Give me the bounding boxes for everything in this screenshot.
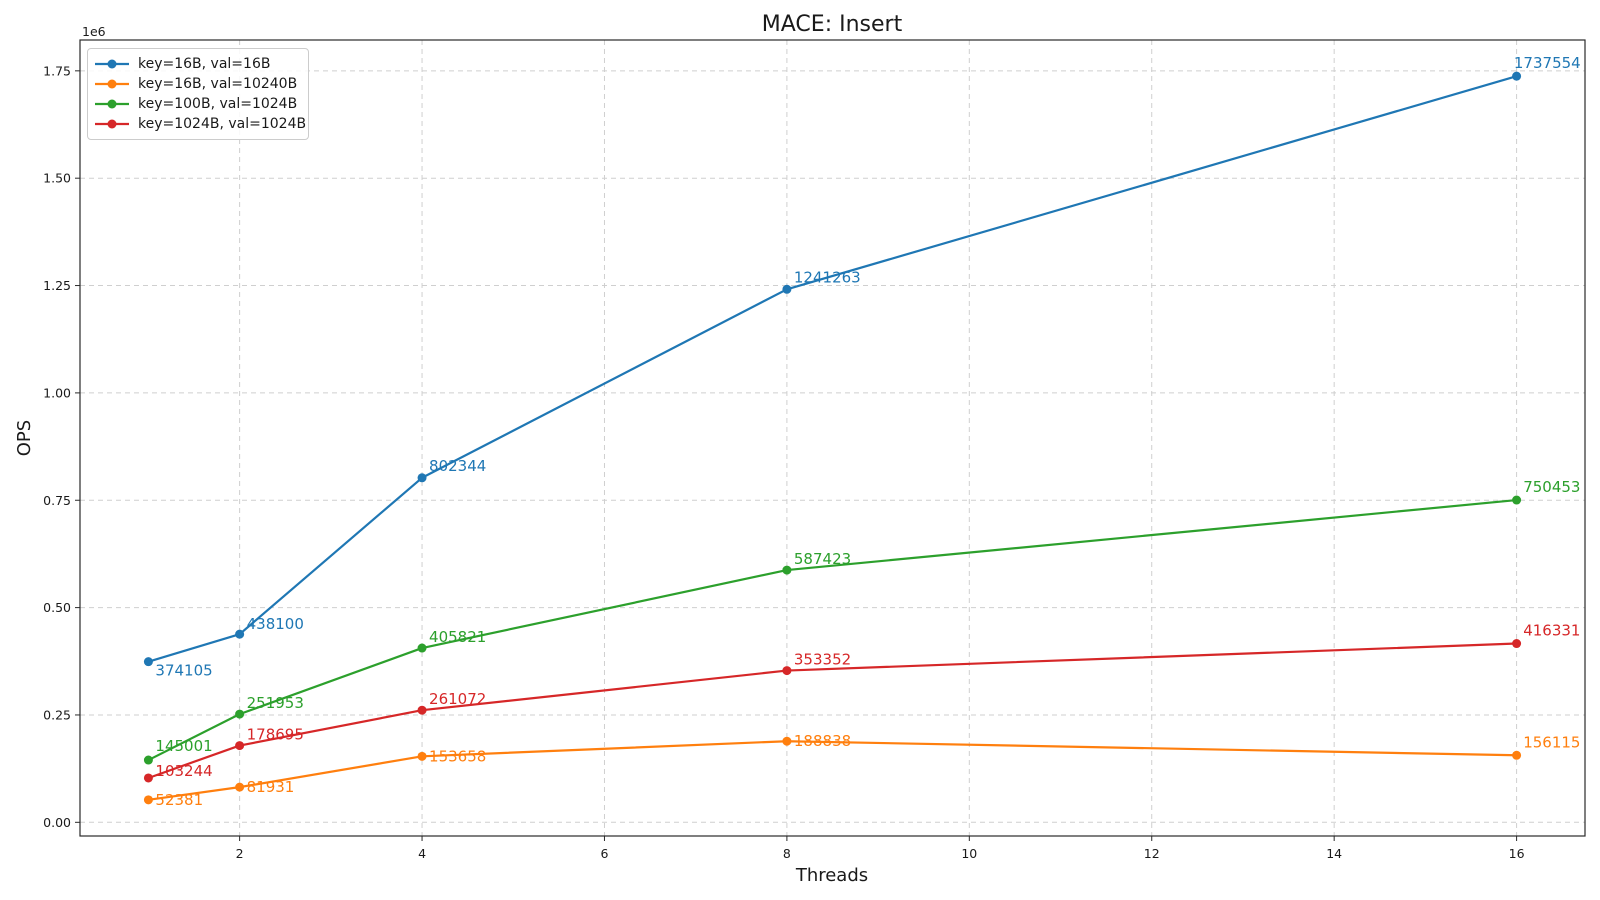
x-axis-label: Threads	[795, 865, 868, 886]
y-tick-label: 0.50	[43, 600, 71, 615]
data-point-label: 438100	[247, 615, 304, 633]
x-tick-label: 12	[1144, 846, 1160, 861]
y-tick-label: 1.75	[43, 63, 71, 78]
legend: key=16B, val=16B key=16B, val=10240B key=1…	[87, 48, 309, 140]
data-point	[235, 629, 245, 639]
data-point	[417, 705, 427, 715]
legend-swatch-marker	[107, 59, 117, 69]
y-axis-offset-label: 1e6	[82, 24, 106, 39]
legend-item: key=16B, val=10240B	[93, 74, 300, 94]
legend-swatch-marker	[107, 99, 117, 109]
legend-item: key=100B, val=1024B	[93, 94, 300, 114]
data-point-label: 103244	[155, 762, 212, 780]
x-tick-label: 6	[600, 846, 608, 861]
x-tick-label: 16	[1509, 846, 1525, 861]
data-point-label: 156115	[1523, 733, 1580, 751]
data-point	[417, 643, 427, 653]
data-point-label: 261072	[429, 690, 486, 708]
data-point-label: 188838	[794, 732, 851, 750]
data-point	[1512, 495, 1522, 505]
data-point	[1512, 750, 1522, 760]
x-tick-label: 14	[1326, 846, 1342, 861]
y-tick-label: 1.25	[43, 278, 71, 293]
legend-swatch-marker	[107, 119, 117, 129]
data-point	[235, 709, 245, 719]
data-point-label: 802344	[429, 457, 486, 475]
legend-swatch	[95, 79, 129, 89]
series-line-2	[147, 498, 1518, 762]
data-point	[417, 751, 427, 761]
data-label-layer: 374105 438100 802344 1241263 1737554 52381 819…	[155, 54, 1580, 809]
data-point	[143, 795, 153, 805]
data-point	[235, 782, 245, 792]
data-point-label: 374105	[155, 662, 212, 680]
data-point	[782, 736, 792, 746]
y-tick-label: 1.00	[43, 385, 71, 400]
series-layer	[143, 71, 1522, 805]
legend-item: key=1024B, val=1024B	[93, 114, 306, 134]
plot-border	[79, 39, 1586, 837]
data-point-label: 405821	[429, 628, 486, 646]
data-point	[1512, 71, 1522, 81]
x-tick-label: 10	[961, 846, 977, 861]
x-tick-label: 2	[236, 846, 244, 861]
legend-swatch	[95, 99, 129, 109]
legend-swatch	[95, 59, 129, 69]
legend-item-label: key=100B, val=1024B	[138, 96, 298, 112]
y-tick-label: 0.25	[43, 707, 71, 722]
data-point-label: 153658	[429, 747, 486, 765]
legend-item: key=16B, val=16B	[93, 54, 300, 74]
data-point-label: 750453	[1523, 478, 1580, 496]
data-point-label: 178695	[247, 726, 304, 744]
data-point-label: 1241263	[794, 268, 861, 286]
y-tick-label: 1.50	[43, 171, 71, 186]
axes-layer: 2 4 6 8 10 12 14 16 0.00 0.25 0.50 0.75 1.00 1.25 1.50…	[43, 39, 1586, 861]
data-point	[417, 473, 427, 483]
y-tick-label: 0.75	[43, 493, 71, 508]
y-tick-label: 0.00	[43, 815, 71, 830]
legend-item-label: key=16B, val=16B	[138, 56, 271, 72]
data-point-label: 1737554	[1514, 54, 1581, 72]
data-point	[1512, 639, 1522, 649]
data-point-label: 145001	[155, 737, 212, 755]
data-point-label: 52381	[155, 791, 203, 809]
data-point-label: 587423	[794, 550, 851, 568]
x-tick-label: 4	[418, 846, 426, 861]
data-point	[782, 565, 792, 575]
legend-item-label: key=16B, val=10240B	[138, 76, 298, 92]
legend-swatch-marker	[107, 79, 117, 89]
data-point-label: 416331	[1523, 622, 1580, 640]
data-point	[143, 773, 153, 783]
legend-item-label: key=1024B, val=1024B	[138, 116, 307, 132]
grid-layer	[80, 40, 1585, 836]
chart-title: MACE: Insert	[762, 12, 903, 37]
data-point-label: 251953	[247, 694, 304, 712]
data-point	[143, 755, 153, 765]
data-point-label: 81931	[247, 778, 295, 796]
legend-swatch	[95, 119, 129, 129]
data-point-label: 353352	[794, 651, 851, 669]
data-point	[782, 666, 792, 676]
y-axis-label: OPS	[14, 420, 35, 456]
data-point	[782, 284, 792, 294]
data-point	[143, 657, 153, 667]
x-tick-label: 8	[783, 846, 791, 861]
data-point	[235, 741, 245, 751]
series-line-0	[147, 75, 1518, 663]
